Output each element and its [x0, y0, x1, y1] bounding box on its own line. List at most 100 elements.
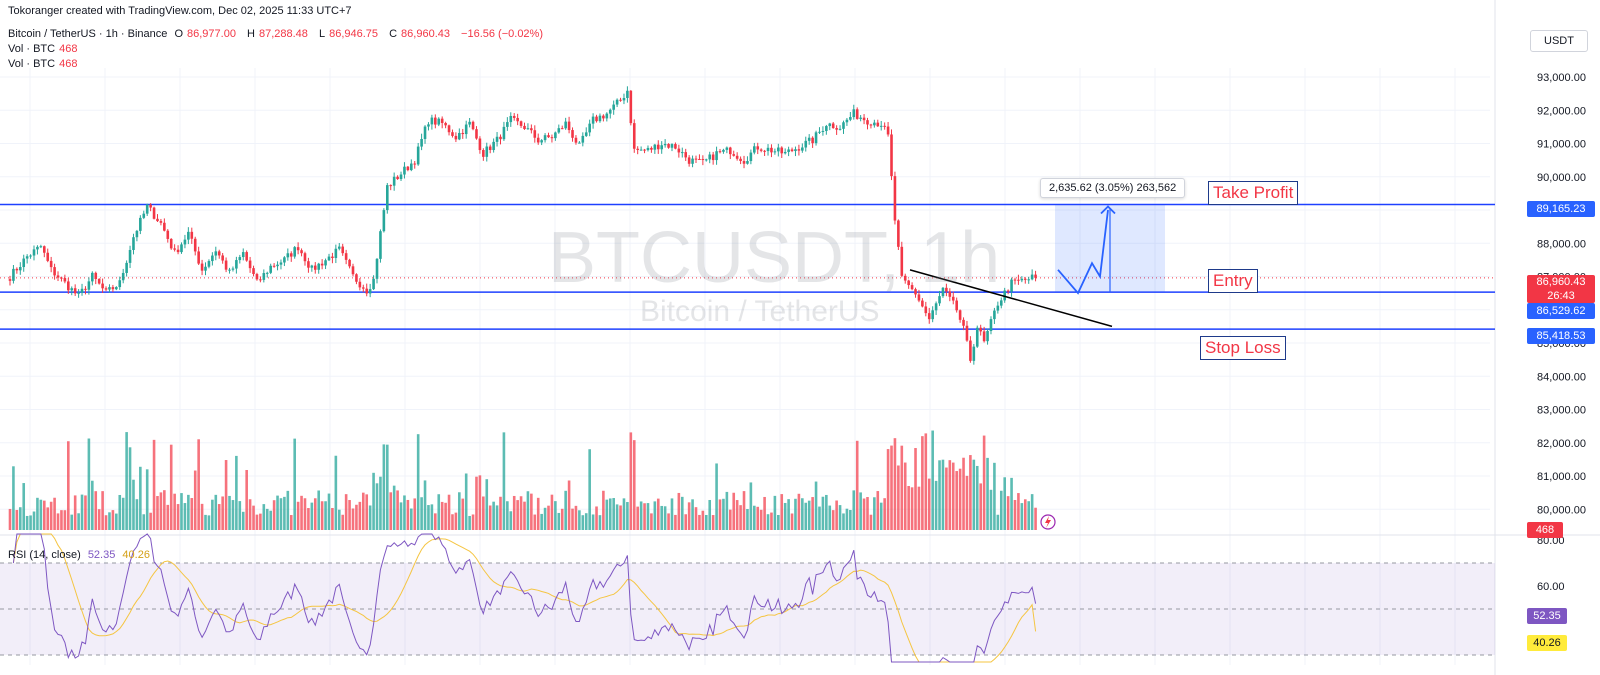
candle-body — [773, 151, 777, 153]
candle-body — [663, 143, 667, 146]
volume-bar — [444, 502, 447, 530]
volume-bar — [125, 432, 128, 530]
candle-body — [149, 204, 152, 208]
currency-button[interactable]: USDT — [1530, 30, 1588, 52]
volume-bar — [986, 457, 989, 530]
candle-body — [708, 154, 712, 160]
candle-body — [540, 140, 543, 143]
candle-body — [410, 163, 413, 171]
volume-bar — [581, 515, 585, 530]
volume-bar — [663, 506, 667, 530]
volume-bar — [965, 475, 969, 530]
candle-body — [303, 253, 307, 262]
created-by: Tokoranger created with TradingView.com,… — [8, 5, 352, 17]
candle-body — [756, 146, 760, 150]
stop-loss-price-badge[interactable]: 85,418.53 — [1527, 328, 1595, 344]
candle-body — [145, 204, 149, 214]
vol-legend-1[interactable]: Vol · BTC 468 — [8, 43, 78, 55]
volume-bar — [921, 436, 924, 530]
volume-bar — [63, 510, 67, 530]
candle-body — [543, 135, 547, 141]
candle-body — [831, 123, 835, 129]
volume-bar — [406, 499, 410, 530]
watermark-symbol: BTCUSDT, 1h — [548, 218, 1001, 298]
candle-body — [842, 122, 845, 129]
symbol-line[interactable]: Bitcoin / TetherUS · 1h · Binance — [8, 28, 168, 40]
candle-body — [163, 222, 166, 231]
volume-bar — [272, 500, 276, 530]
take-profit-label[interactable]: Take Profit — [1208, 181, 1299, 205]
candle-body — [139, 217, 142, 231]
volume-bar — [622, 498, 626, 530]
vol-legend-2[interactable]: Vol · BTC 468 — [8, 58, 78, 70]
candle-body — [801, 147, 804, 151]
volume-bar — [807, 500, 811, 530]
volume-bar — [18, 507, 22, 530]
candle-body — [8, 279, 12, 281]
candle-body — [125, 262, 128, 273]
rsi-legend[interactable]: RSI (14, close) 52.35 40.26 — [8, 549, 150, 561]
volume-bar — [955, 471, 958, 530]
candle-body — [1013, 279, 1017, 281]
candle-body — [471, 121, 475, 130]
entry-label[interactable]: Entry — [1208, 269, 1258, 293]
candle-body — [533, 130, 537, 138]
volume-bar — [886, 449, 890, 530]
candle-body — [49, 260, 53, 268]
candle-body — [684, 152, 688, 158]
volume-bar — [12, 466, 15, 530]
volume-bar — [989, 489, 993, 530]
candle-body — [478, 138, 482, 151]
volume-bar — [502, 432, 506, 530]
volume-bar — [852, 490, 856, 530]
candle-body — [128, 249, 132, 263]
candle-body — [674, 144, 677, 149]
candle-body — [351, 266, 355, 275]
entry-price-badge[interactable]: 86,529.62 — [1527, 303, 1595, 319]
candle-body — [958, 310, 962, 320]
candle-body — [790, 149, 794, 152]
candle-body — [639, 149, 643, 151]
volume-bar — [917, 486, 921, 530]
candle-body — [797, 149, 801, 151]
candle-body — [715, 151, 718, 161]
candle-body — [506, 122, 509, 127]
volume-bar — [602, 490, 605, 530]
candle-body — [87, 281, 91, 290]
price-tick-label: 91,000.00 — [1537, 139, 1586, 151]
stop-loss-label[interactable]: Stop Loss — [1200, 336, 1286, 360]
volume-badge: 468 — [1527, 522, 1563, 538]
volume-bar — [684, 514, 688, 530]
candle-body — [921, 300, 924, 307]
volume-bar — [636, 506, 639, 530]
candle-body — [437, 118, 441, 125]
rsi-line — [12, 533, 1037, 663]
volume-bar — [8, 508, 12, 530]
current-price-badge[interactable]: 86,960.43 26:43 — [1527, 275, 1595, 303]
volume-bar — [423, 480, 427, 530]
candle-body — [25, 256, 29, 259]
take-profit-price-badge[interactable]: 89,165.23 — [1527, 201, 1595, 217]
volume-bar — [135, 499, 139, 530]
candle-body — [389, 185, 393, 187]
volume-bar — [485, 479, 489, 530]
volume-bar — [46, 507, 50, 530]
candle-body — [838, 128, 842, 130]
candle-body — [77, 292, 80, 294]
candle-body — [787, 149, 790, 152]
volume-bar — [392, 485, 396, 530]
candle-body — [897, 220, 900, 247]
volume-bar — [999, 490, 1003, 530]
volume-bar — [22, 483, 26, 530]
volume-bar — [557, 512, 561, 530]
volume-bar — [729, 509, 732, 530]
volume-bar — [259, 513, 262, 530]
candle-body — [825, 126, 828, 131]
candle-body — [265, 272, 269, 274]
volume-bar — [615, 504, 619, 530]
volume-bar — [495, 505, 499, 530]
candle-body — [379, 231, 382, 259]
candle-body — [372, 278, 375, 290]
candle-body — [687, 157, 691, 164]
